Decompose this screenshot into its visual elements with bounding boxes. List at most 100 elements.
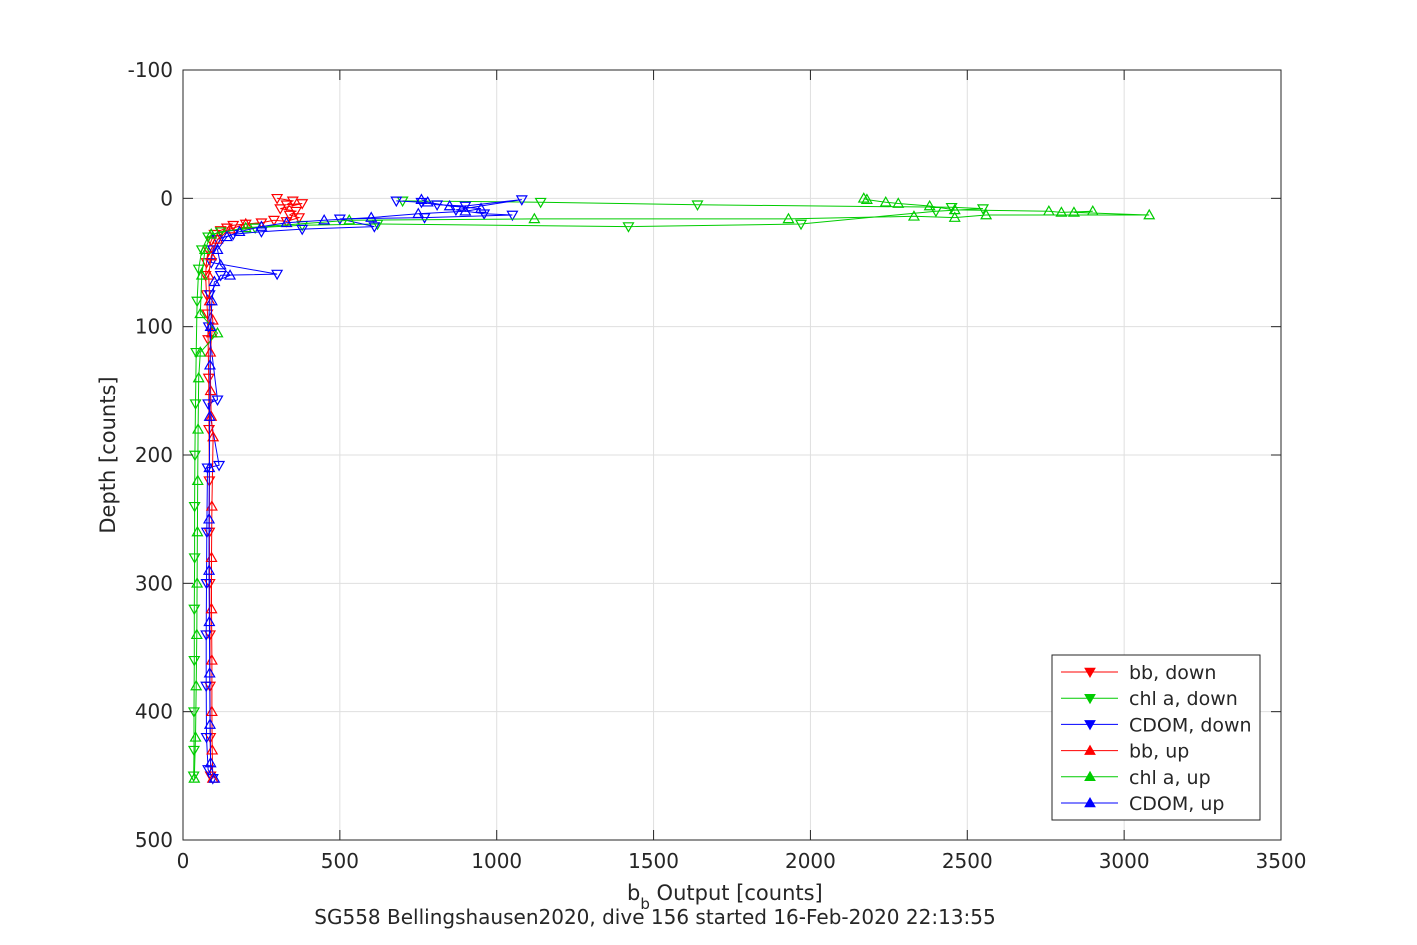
data-point — [1067, 206, 1080, 217]
data-point — [980, 208, 993, 220]
legend-item: chl a, up — [1061, 767, 1211, 789]
series-layer — [187, 192, 1156, 785]
data-point — [220, 230, 233, 242]
data-point — [271, 269, 284, 281]
data-point — [191, 474, 204, 486]
data-point — [293, 213, 306, 224]
data-point — [190, 347, 203, 359]
data-point — [892, 197, 905, 208]
data-point — [1086, 204, 1099, 216]
legend-marker — [1084, 720, 1096, 731]
legend-marker — [1084, 796, 1096, 808]
legend-label: bb, up — [1129, 741, 1189, 763]
data-point — [198, 243, 211, 255]
x-tick-label: 3000 — [1099, 849, 1150, 873]
y-tick-label: 100 — [135, 315, 173, 339]
data-point — [213, 460, 226, 472]
data-point — [191, 296, 204, 308]
data-point — [205, 294, 218, 306]
data-point — [857, 192, 870, 203]
data-point — [296, 199, 309, 210]
data-point — [474, 202, 488, 213]
data-point — [203, 718, 217, 729]
legend-label: CDOM, up — [1129, 793, 1224, 815]
series-line — [208, 223, 246, 779]
data-point — [233, 225, 246, 237]
x-tick-label: 1000 — [471, 849, 522, 873]
series-line — [193, 200, 984, 776]
data-point — [195, 269, 208, 280]
data-point — [528, 212, 541, 224]
data-point — [206, 314, 219, 325]
data-point — [343, 213, 356, 225]
series-5 — [203, 193, 488, 783]
legend-item: CDOM, up — [1061, 793, 1224, 815]
data-point — [203, 666, 216, 678]
data-point — [1055, 206, 1068, 217]
data-point — [390, 196, 403, 208]
data-point — [274, 204, 287, 215]
series-4 — [188, 192, 1156, 783]
x-axis-label-rest: Output [counts] — [650, 881, 823, 905]
data-point — [200, 630, 213, 641]
data-point — [211, 233, 224, 244]
data-point — [211, 243, 224, 255]
data-point — [948, 203, 961, 215]
data-point — [255, 218, 268, 229]
data-point — [283, 210, 296, 222]
x-tick-label: 3500 — [1256, 849, 1307, 873]
data-point — [368, 222, 381, 233]
data-point — [1143, 208, 1156, 220]
data-point — [923, 199, 936, 211]
y-tick-label: 500 — [135, 828, 173, 852]
data-point — [205, 228, 218, 239]
data-point — [200, 681, 213, 693]
data-point — [622, 222, 635, 233]
data-point — [948, 211, 961, 222]
data-point — [204, 384, 217, 396]
data-point — [534, 197, 547, 209]
data-point — [224, 222, 237, 234]
x-axis-label-subscript: b — [640, 895, 650, 913]
data-point — [191, 577, 204, 588]
legend-item: bb, down — [1061, 662, 1216, 684]
x-axis-label-base: b — [627, 881, 640, 905]
data-point — [267, 215, 281, 227]
data-point — [860, 193, 873, 204]
data-point — [412, 207, 425, 219]
x-tick-label: 1500 — [628, 849, 679, 873]
data-point — [206, 743, 219, 755]
data-point — [976, 204, 990, 215]
data-point — [191, 525, 204, 537]
data-point — [203, 512, 216, 524]
legend-marker — [1084, 667, 1096, 679]
x-tick-label: 2500 — [942, 849, 993, 873]
data-point — [203, 564, 216, 575]
data-point — [200, 732, 213, 744]
data-point — [203, 358, 217, 370]
data-point — [415, 193, 428, 204]
data-point — [192, 423, 205, 434]
data-point — [794, 219, 808, 231]
data-point — [214, 258, 227, 270]
legend-label: CDOM, down — [1129, 714, 1252, 736]
data-point — [255, 220, 268, 231]
data-point — [239, 221, 252, 233]
legend-marker — [1084, 744, 1096, 755]
data-point — [203, 615, 216, 627]
data-point — [205, 705, 218, 717]
data-point — [203, 424, 216, 436]
x-axis-label: bb Output [counts] — [627, 881, 823, 913]
x-tick-label: 2000 — [785, 849, 836, 873]
data-point — [202, 765, 215, 776]
data-point — [431, 200, 444, 211]
legend: bb, down chl a, down CDOM, down bb, up chl a… — [1051, 654, 1261, 821]
legend-marker — [1084, 770, 1096, 782]
data-point — [205, 249, 218, 261]
data-point — [211, 326, 224, 338]
legend-label: chl a, up — [1129, 767, 1211, 789]
data-point — [208, 275, 221, 287]
data-point — [194, 307, 207, 319]
data-point — [506, 210, 519, 222]
